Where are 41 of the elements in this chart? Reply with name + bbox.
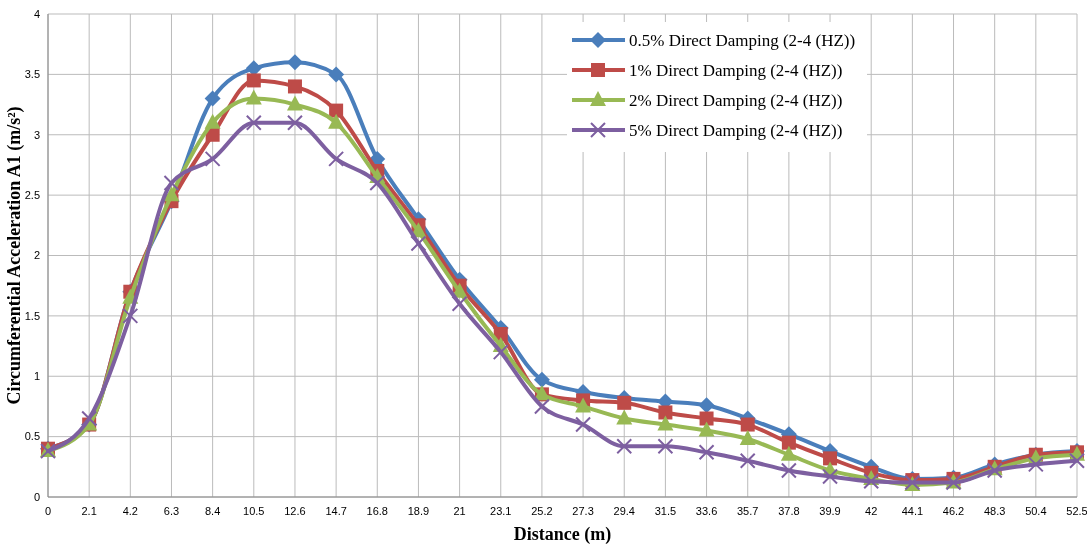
x-tick-label: 44.1 — [901, 505, 924, 517]
x-axis-title: Distance (m) — [513, 524, 612, 545]
y-tick-label: 0 — [33, 490, 40, 503]
x-tick-label: 42 — [865, 505, 878, 517]
y-tick-label: 1 — [33, 370, 40, 383]
x-tick-label: 16.8 — [366, 505, 388, 517]
x-tick-label: 21 — [453, 505, 466, 517]
y-tick-label: 4 — [33, 7, 40, 20]
y-tick-label: 0.5 — [24, 430, 40, 443]
x-tick-label: 6.3 — [163, 505, 180, 517]
x-tick-label: 12.6 — [284, 505, 306, 517]
x-tick-label: 25.2 — [531, 505, 553, 517]
y-tick-label: 3.5 — [24, 68, 40, 81]
x-tick-label: 31.5 — [654, 505, 677, 517]
legend-label: 0.5% Direct Damping (2-4 (HZ)) — [629, 30, 856, 50]
x-tick-label: 48.3 — [983, 505, 1006, 517]
x-tick-label: 2.1 — [81, 505, 97, 517]
legend-label: 5% Direct Damping (2-4 (HZ)) — [629, 120, 843, 140]
x-tick-label: 50.4 — [1025, 505, 1047, 517]
x-tick-label: 35.7 — [737, 505, 759, 517]
x-tick-label: 18.9 — [407, 505, 430, 517]
y-tick-label: 2 — [33, 249, 40, 262]
legend-label: 1% Direct Damping (2-4 (HZ)) — [629, 60, 843, 80]
legend-label: 2% Direct Damping (2-4 (HZ)) — [629, 90, 843, 110]
y-axis-title: Circumferential Acceleration A1 (m/s²) — [4, 106, 25, 405]
x-tick-label: 46.2 — [942, 505, 965, 517]
x-tick-label: 10.5 — [243, 505, 265, 517]
x-tick-label: 14.7 — [325, 505, 347, 517]
x-tick-label: 27.3 — [572, 505, 594, 517]
x-tick-label: 39.9 — [819, 505, 841, 517]
y-tick-label: 2.5 — [24, 188, 40, 201]
x-tick-label: 4.2 — [122, 505, 138, 517]
x-tick-label: 0 — [44, 505, 52, 517]
x-tick-label: 23.1 — [490, 505, 512, 517]
x-tick-label: 8.4 — [204, 505, 221, 517]
x-tick-label: 52.5 — [1066, 505, 1087, 517]
y-tick-label: 3 — [33, 128, 40, 141]
x-tick-label: 37.8 — [778, 505, 800, 517]
y-tick-label: 1.5 — [24, 309, 40, 322]
x-tick-label: 29.4 — [613, 505, 635, 517]
x-tick-label: 33.6 — [695, 505, 718, 517]
